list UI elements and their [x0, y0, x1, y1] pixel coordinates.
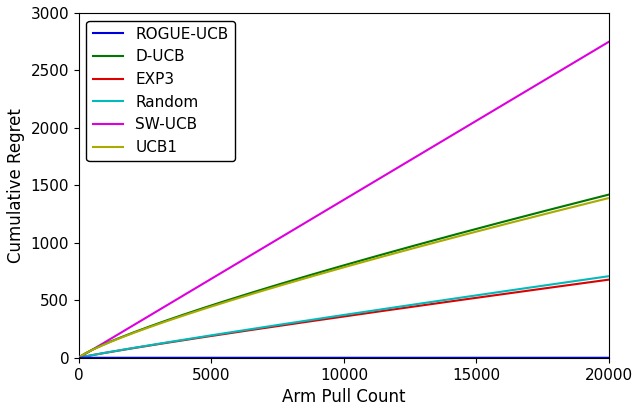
SW-UCB: [333, 202, 340, 206]
EXP3: [319, 317, 326, 322]
SW-UCB: [102, 339, 109, 344]
D-UCB: [333, 265, 340, 270]
SW-UCB: [75, 355, 83, 360]
SW-UCB: [589, 49, 597, 54]
ROGUE-UCB: [589, 355, 597, 360]
EXP3: [102, 350, 109, 355]
UCB1: [75, 355, 83, 360]
D-UCB: [589, 196, 597, 201]
UCB1: [605, 195, 613, 200]
UCB1: [333, 267, 340, 272]
EXP3: [605, 277, 613, 282]
D-UCB: [102, 341, 109, 346]
Random: [492, 290, 500, 295]
SW-UCB: [319, 210, 326, 215]
EXP3: [75, 355, 83, 360]
Legend: ROGUE-UCB, D-UCB, EXP3, Random, SW-UCB, UCB1: ROGUE-UCB, D-UCB, EXP3, Random, SW-UCB, …: [86, 21, 235, 161]
ROGUE-UCB: [492, 355, 500, 360]
ROGUE-UCB: [590, 355, 598, 360]
Line: Random: Random: [79, 276, 609, 358]
EXP3: [590, 279, 598, 284]
EXP3: [492, 292, 500, 297]
Line: SW-UCB: SW-UCB: [79, 42, 609, 358]
Random: [590, 276, 598, 281]
D-UCB: [319, 269, 326, 274]
UCB1: [590, 199, 598, 204]
ROGUE-UCB: [333, 355, 340, 360]
D-UCB: [75, 355, 83, 360]
ROGUE-UCB: [75, 355, 83, 360]
UCB1: [589, 199, 597, 204]
ROGUE-UCB: [319, 355, 326, 360]
EXP3: [333, 315, 340, 320]
Random: [102, 350, 109, 355]
Random: [589, 276, 597, 281]
Line: D-UCB: D-UCB: [79, 195, 609, 358]
Line: UCB1: UCB1: [79, 198, 609, 358]
ROGUE-UCB: [102, 355, 109, 360]
EXP3: [589, 279, 597, 284]
D-UCB: [492, 221, 500, 226]
UCB1: [319, 271, 326, 276]
ROGUE-UCB: [605, 355, 613, 360]
Random: [333, 313, 340, 318]
X-axis label: Arm Pull Count: Arm Pull Count: [282, 388, 406, 406]
D-UCB: [590, 196, 598, 201]
Line: EXP3: EXP3: [79, 280, 609, 358]
Random: [75, 355, 83, 360]
UCB1: [492, 224, 500, 229]
SW-UCB: [605, 39, 613, 44]
Random: [605, 274, 613, 279]
D-UCB: [605, 192, 613, 197]
SW-UCB: [590, 48, 598, 53]
Y-axis label: Cumulative Regret: Cumulative Regret: [7, 108, 25, 263]
UCB1: [102, 342, 109, 347]
SW-UCB: [492, 107, 500, 112]
Random: [319, 316, 326, 320]
